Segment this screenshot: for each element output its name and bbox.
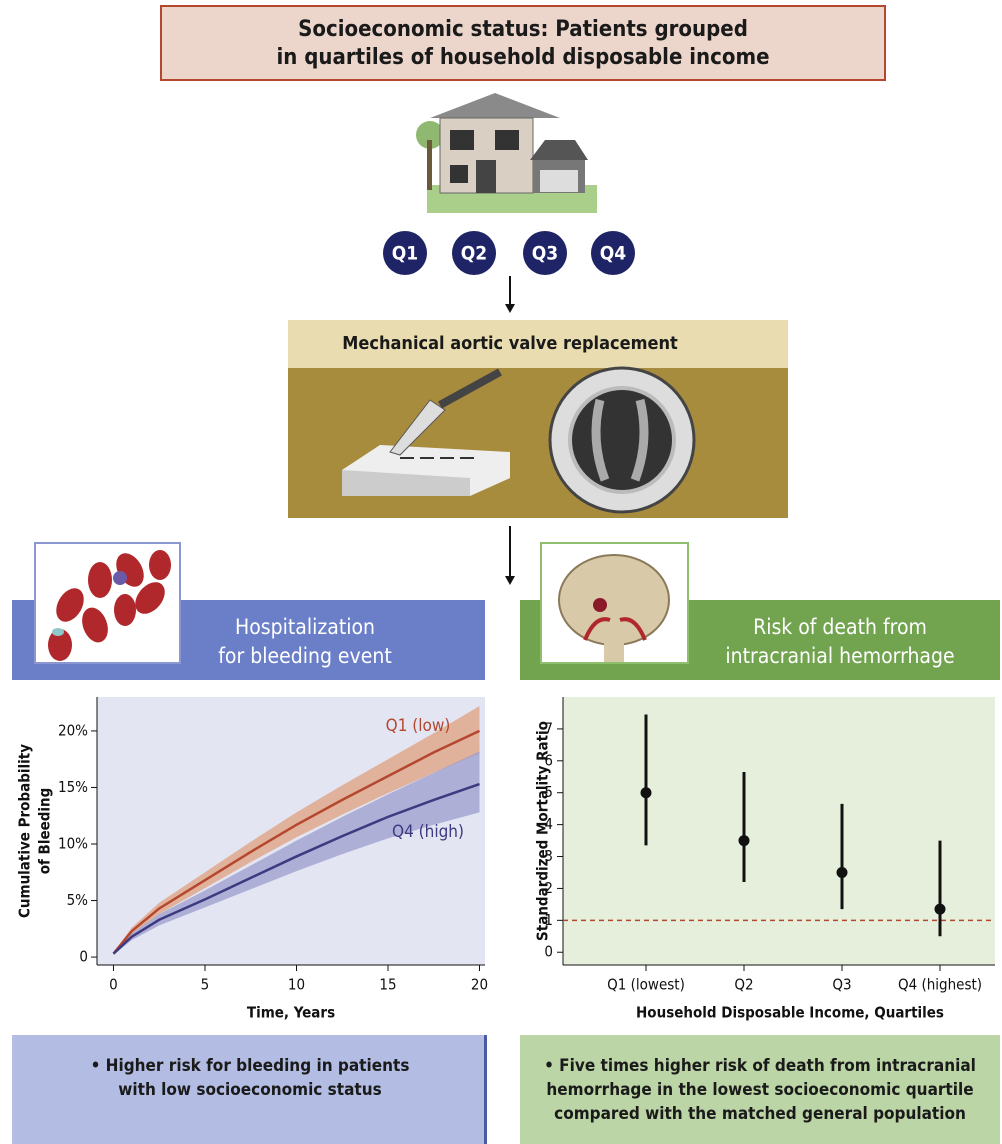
left-banner-title: for bleeding event <box>218 644 392 668</box>
x-axis-title: Time, Years <box>247 1004 335 1022</box>
series-line <box>112 729 481 955</box>
x-tick-label: Q4 (highest) <box>898 976 982 994</box>
y-tick-label: 6 <box>544 751 553 769</box>
valve-icon <box>548 366 696 514</box>
y-tick-label: 3 <box>544 847 553 865</box>
right-finding: • Five times higher risk of death from i… <box>544 1056 976 1076</box>
y-tick-label: 5 <box>544 783 553 801</box>
left-finding: with low socioeconomic status <box>118 1080 381 1100</box>
procedure-title: Mechanical aortic valve replacement <box>342 333 678 354</box>
box-edge <box>484 1035 487 1144</box>
x-tick-label: Q3 <box>832 976 851 994</box>
arrow-head <box>505 576 515 585</box>
right-finding: compared with the matched general popula… <box>554 1104 966 1124</box>
y-tick-label: 1 <box>544 911 553 929</box>
right-plot-area <box>563 697 995 965</box>
right-finding: hemorrhage in the lowest socioeconomic q… <box>546 1080 973 1100</box>
y-tick-label: 5% <box>67 891 89 909</box>
point <box>836 866 848 878</box>
quartile-badge <box>591 231 635 275</box>
quartile-badge <box>383 231 427 275</box>
y-tick-label: 10% <box>58 835 88 853</box>
x-tick-label: 0 <box>109 976 118 994</box>
procedure-header <box>288 320 788 368</box>
point <box>934 903 946 915</box>
y-axis-title: of Bleeding <box>36 788 54 875</box>
quartile-badge <box>523 231 567 275</box>
confidence-band <box>113 751 480 955</box>
series-label: Q1 (low) <box>386 716 451 736</box>
quartile-label: Q3 <box>532 243 558 265</box>
x-tick-label: Q2 <box>734 976 753 994</box>
y-tick-label: 0 <box>79 948 88 966</box>
y-axis-title: Standardized Mortality Ratio <box>534 721 552 941</box>
scalpel-icon <box>342 368 510 496</box>
x-tick-label: 15 <box>379 976 396 994</box>
house-icon <box>416 93 597 213</box>
x-axis-title: Household Disposable Income, Quartiles <box>636 1004 944 1022</box>
series-line <box>112 782 480 955</box>
quartile-label: Q4 <box>600 243 627 265</box>
title-line: in quartiles of household disposable inc… <box>276 45 769 70</box>
left-finding: • Higher risk for bleeding in patients <box>91 1056 410 1076</box>
x-tick-label: Q1 (lowest) <box>607 976 685 994</box>
quartile-label: Q2 <box>461 243 487 265</box>
title-box <box>160 5 886 81</box>
y-tick-label: 20% <box>58 721 88 739</box>
quartile-badge <box>452 231 496 275</box>
point <box>640 787 652 799</box>
left-banner-title: Hospitalization <box>235 615 375 639</box>
y-tick-label: 0 <box>544 943 553 961</box>
right-finding-box <box>520 1035 1000 1144</box>
y-tick-label: 7 <box>544 719 553 737</box>
quartile-label: Q1 <box>392 243 418 265</box>
x-tick-label: 5 <box>201 976 210 994</box>
point <box>738 835 750 847</box>
left-finding-box <box>12 1035 486 1144</box>
x-tick-label: 10 <box>288 976 305 994</box>
right-banner-title: intracranial hemorrhage <box>725 644 954 668</box>
y-axis-title: Cumulative Probability <box>16 744 34 918</box>
y-tick-label: 15% <box>58 778 88 796</box>
blood-cells <box>48 550 171 661</box>
y-tick-label: 4 <box>544 815 553 833</box>
title-line: Socioeconomic status: Patients grouped <box>298 17 748 42</box>
confidence-band <box>113 706 480 955</box>
right-banner-title: Risk of death from <box>753 615 927 639</box>
x-tick-label: 20 <box>471 976 488 994</box>
y-tick-label: 2 <box>544 879 553 897</box>
series-label: Q4 (high) <box>392 822 464 842</box>
brain <box>558 554 670 662</box>
arrow-head <box>505 304 515 313</box>
